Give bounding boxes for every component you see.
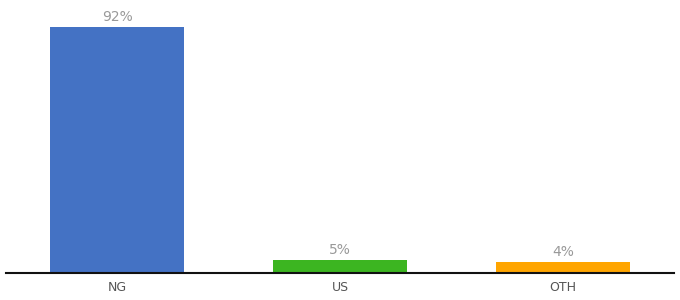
Text: 5%: 5% bbox=[329, 242, 351, 256]
Bar bbox=[50, 27, 184, 273]
Text: 4%: 4% bbox=[552, 245, 574, 259]
Bar bbox=[496, 262, 630, 273]
Text: 92%: 92% bbox=[102, 10, 133, 24]
Bar bbox=[273, 260, 407, 273]
